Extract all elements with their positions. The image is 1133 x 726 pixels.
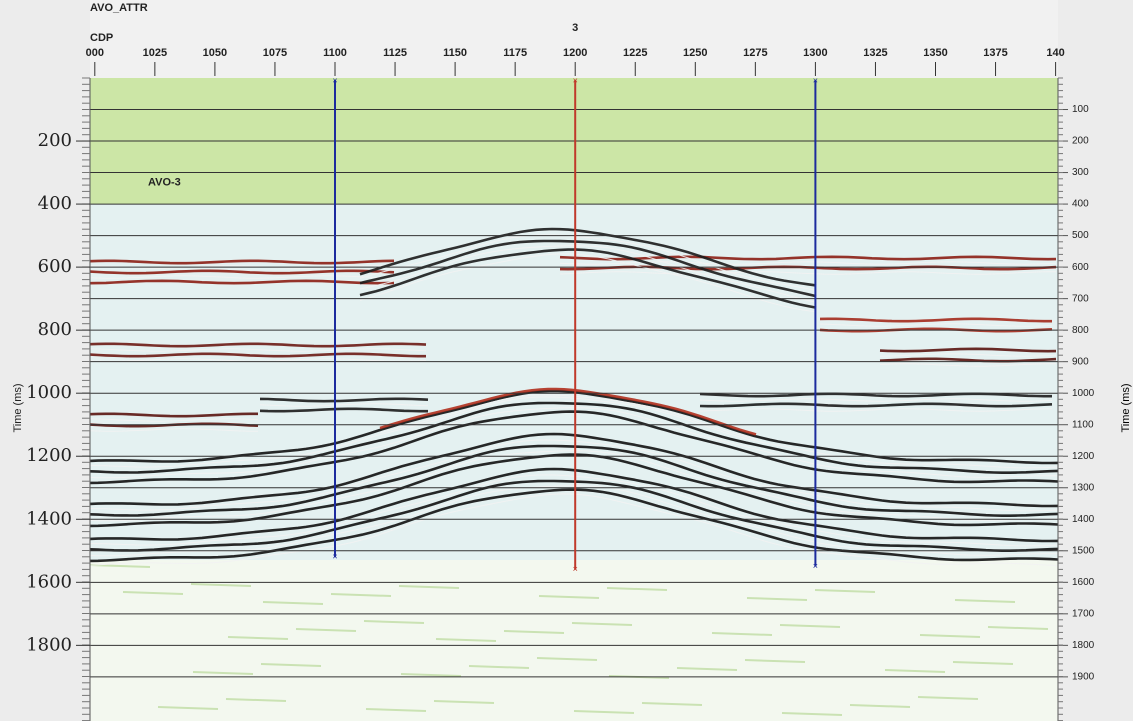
x-axis-label: CDP <box>90 32 113 44</box>
y2-tick-label: 900 <box>1072 356 1089 367</box>
y2-tick-label: 800 <box>1072 325 1089 336</box>
y-tick-label: 600 <box>38 256 72 277</box>
header-band <box>90 0 1058 78</box>
y-tick-label: 1400 <box>26 508 72 529</box>
well-bottom-marker: × <box>813 561 818 571</box>
x-tick-label: 1250 <box>683 47 707 59</box>
x-tick-label: 1050 <box>203 47 227 59</box>
y2-tick-label: 1600 <box>1072 577 1095 588</box>
y2-tick-label: 600 <box>1072 262 1089 273</box>
y-tick-label: 800 <box>38 319 72 340</box>
y2-tick-label: 1800 <box>1072 640 1095 651</box>
x-tick-label: 1150 <box>443 47 467 59</box>
x-tick-label: 1175 <box>503 47 527 59</box>
section-title: AVO_ATTR <box>90 2 148 14</box>
y2-tick-label: 1200 <box>1072 451 1095 462</box>
y-tick-label: 200 <box>38 130 72 151</box>
y2-tick-label: 1500 <box>1072 545 1095 556</box>
y-axis-label: Time (ms) <box>12 383 24 432</box>
x-tick-label: 1300 <box>803 47 827 59</box>
x-tick-label: 1200 <box>563 47 587 59</box>
y2-tick-label: 100 <box>1072 104 1089 115</box>
x-tick-label: 1375 <box>983 47 1007 59</box>
y2-tick-label: 1700 <box>1072 608 1095 619</box>
y2-tick-label: 1100 <box>1072 419 1094 430</box>
y-tick-label: 400 <box>38 193 72 214</box>
y2-tick-label: 200 <box>1072 136 1089 147</box>
well-top-marker: × <box>573 75 578 85</box>
y2-tick-label: 500 <box>1072 230 1089 241</box>
x-tick-label: 000 <box>86 47 104 59</box>
y2-tick-label: 400 <box>1072 199 1089 210</box>
well-bottom-marker: × <box>573 564 578 574</box>
x-tick-label: 1075 <box>263 47 287 59</box>
y2-axis-label: Time (ms) <box>1120 383 1132 432</box>
well-label: 3 <box>572 22 578 34</box>
plot-area: AVO-3 <box>90 78 1058 721</box>
y2-tick-label: 1300 <box>1072 482 1095 493</box>
y2-tick-label: 700 <box>1072 293 1089 304</box>
x-tick-label: 140 <box>1046 47 1064 59</box>
x-tick-label: 1125 <box>383 47 407 59</box>
x-tick-label: 1350 <box>923 47 947 59</box>
well-top-marker: × <box>332 75 337 85</box>
zone-annotation: AVO-3 <box>148 176 181 188</box>
deep-background <box>90 560 1058 721</box>
y-tick-label: 1600 <box>26 571 72 592</box>
x-tick-label: 1100 <box>323 47 347 59</box>
seismic-view: AVO_ATTR CDP Time (ms) Time (ms) AVO-3 1… <box>0 0 1133 721</box>
x-tick-label: 1025 <box>143 47 167 59</box>
well-bottom-marker: × <box>332 551 337 561</box>
well-top-marker: × <box>813 75 818 85</box>
y2-tick-label: 1000 <box>1072 388 1095 399</box>
x-tick-label: 1275 <box>743 47 767 59</box>
y2-tick-label: 1900 <box>1072 672 1095 683</box>
y-tick-label: 1200 <box>26 445 72 466</box>
x-tick-label: 1225 <box>623 47 647 59</box>
y-tick-label: 1000 <box>26 382 72 403</box>
x-tick-label: 1325 <box>863 47 887 59</box>
y-tick-label: 1800 <box>26 634 72 655</box>
y2-tick-label: 1400 <box>1072 514 1095 525</box>
y2-tick-label: 300 <box>1072 167 1089 178</box>
